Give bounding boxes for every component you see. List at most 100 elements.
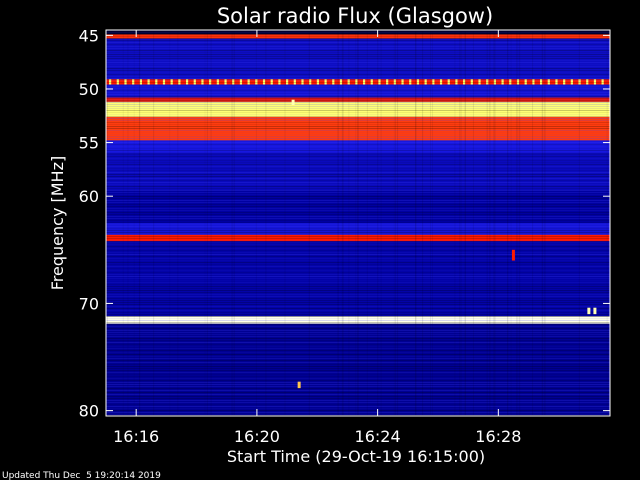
texture-line xyxy=(106,90,610,91)
texture-line xyxy=(106,98,610,99)
band-dash xyxy=(247,79,250,85)
texture-line xyxy=(106,122,610,123)
texture-line xyxy=(106,310,610,311)
texture-line xyxy=(106,388,610,389)
texture-line xyxy=(106,52,610,53)
texture-line xyxy=(106,240,610,241)
texture-line xyxy=(106,154,610,155)
texture-line xyxy=(106,140,610,141)
band-dash xyxy=(555,79,558,85)
texture-line xyxy=(106,136,610,137)
band-dash xyxy=(255,79,258,85)
texture-column xyxy=(494,30,496,416)
texture-column xyxy=(431,30,433,416)
texture-column xyxy=(460,30,462,416)
texture-line xyxy=(106,124,610,125)
band-dash xyxy=(132,79,135,85)
texture-column xyxy=(284,30,286,416)
texture-line xyxy=(106,36,610,37)
frequency-bands xyxy=(106,34,610,415)
texture-column xyxy=(486,30,488,416)
texture-line xyxy=(106,134,610,135)
texture-column xyxy=(519,30,521,416)
texture-line xyxy=(106,410,610,411)
texture-column xyxy=(489,30,491,416)
texture-line xyxy=(106,270,610,271)
band-dash xyxy=(532,79,535,85)
texture-line xyxy=(106,242,610,243)
burst-mark xyxy=(593,307,597,315)
x-tick-label: 16:28 xyxy=(475,427,521,446)
frequency-band xyxy=(106,116,610,141)
texture-line xyxy=(106,78,610,79)
texture-line xyxy=(106,202,610,203)
texture-line xyxy=(106,152,610,153)
frequency-band xyxy=(106,190,610,223)
texture-line xyxy=(106,34,610,35)
texture-line xyxy=(106,64,610,65)
texture-line xyxy=(106,76,610,77)
texture-column xyxy=(544,30,546,416)
texture-line xyxy=(106,194,610,195)
texture-line xyxy=(106,406,610,407)
texture-line xyxy=(106,330,610,331)
texture-line xyxy=(106,104,610,105)
texture-line xyxy=(106,302,610,303)
texture-line xyxy=(106,272,610,273)
texture-line xyxy=(106,328,610,329)
texture-line xyxy=(106,186,610,187)
texture-line xyxy=(106,340,610,341)
texture-column xyxy=(139,30,141,416)
texture-line xyxy=(106,258,610,259)
texture-line xyxy=(106,218,610,219)
texture-line xyxy=(106,182,610,183)
band-dash xyxy=(409,79,412,85)
texture-column xyxy=(106,30,108,416)
texture-line xyxy=(106,196,610,197)
texture-line xyxy=(106,222,610,223)
frequency-band xyxy=(106,153,610,191)
band-dash xyxy=(386,79,389,85)
band-dash xyxy=(347,79,350,85)
texture-line xyxy=(106,80,610,81)
texture-line xyxy=(106,278,610,279)
texture-column xyxy=(393,30,395,416)
texture-column xyxy=(169,30,171,416)
texture-line xyxy=(106,252,610,253)
texture-line xyxy=(106,40,610,41)
band-dash xyxy=(155,79,158,85)
band-dash xyxy=(447,79,450,85)
band-dash xyxy=(193,79,196,85)
noise-texture xyxy=(106,30,610,416)
texture-column xyxy=(397,30,399,416)
texture-line xyxy=(106,120,610,121)
texture-line xyxy=(106,118,610,119)
texture-line xyxy=(106,370,610,371)
burst-mark xyxy=(297,381,301,389)
texture-line xyxy=(106,208,610,209)
band-dash xyxy=(139,79,143,85)
texture-line xyxy=(106,414,610,415)
burst-mark xyxy=(291,99,295,106)
texture-column xyxy=(133,30,135,416)
texture-line xyxy=(106,314,610,315)
texture-line xyxy=(106,238,610,239)
texture-line xyxy=(106,384,610,385)
texture-line xyxy=(106,304,610,305)
texture-line xyxy=(106,250,610,251)
texture-line xyxy=(106,160,610,161)
texture-line xyxy=(106,378,610,379)
texture-line xyxy=(106,44,610,45)
texture-line xyxy=(106,336,610,337)
band-dash xyxy=(209,79,212,85)
band-dash xyxy=(586,79,589,85)
x-tick-label: 16:24 xyxy=(355,427,401,446)
texture-line xyxy=(106,114,610,115)
texture-line xyxy=(106,188,610,189)
texture-line xyxy=(106,298,610,299)
band-dash xyxy=(232,79,235,85)
texture-column xyxy=(542,30,544,416)
texture-line xyxy=(106,276,610,277)
texture-line xyxy=(106,108,610,109)
texture-line xyxy=(106,68,610,69)
